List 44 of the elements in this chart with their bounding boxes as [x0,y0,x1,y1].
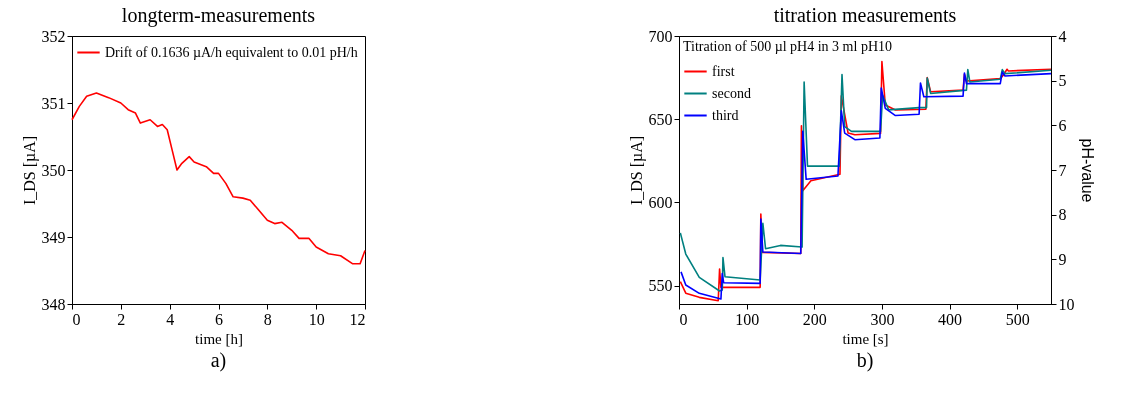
y-axis-title: I_DS [µA] [20,135,39,206]
x-axis-title: time [s] [842,330,889,347]
y-tick-label: 348 [41,295,66,313]
legend-label: first [712,63,735,79]
y2-tick-label: 4 [1058,27,1067,45]
x-axis-title: time [h] [195,330,243,347]
legend-label: Drift of 0.1636 µA/h equivalent to 0.01 pH/h [105,44,358,60]
text: a) [210,349,227,372]
y-tick-label: 650 [648,110,673,128]
x-tick-label: 0 [679,310,688,328]
x-tick-label: 6 [215,310,223,328]
x-tick-label: 400 [938,310,963,328]
y-tick-label: 352 [41,27,66,45]
legend-label: second [712,85,751,101]
y2-axis-title: pH-value [1078,138,1096,203]
x-tick-label: 0 [72,310,81,328]
y2-tick-label: 5 [1058,72,1067,90]
y-tick-label: 350 [41,161,66,179]
y2-tick-label: 8 [1058,206,1067,224]
x-tick-label: 2 [117,310,126,328]
y2-tick-label: 9 [1058,250,1067,268]
chart-title: longterm-measurements [121,4,316,27]
x-tick-label: 8 [263,310,272,328]
x-tick-label: 500 [1005,310,1030,328]
x-tick-label: 10 [308,310,325,328]
y-tick-label: 600 [648,193,673,211]
y-axis-title: I_DS [µA] [627,135,646,206]
line-series [71,92,366,265]
y2-tick-label: 6 [1058,116,1067,134]
x-tick-label: 100 [735,310,760,328]
y-tick-label: 550 [648,277,673,295]
y-tick-label: 349 [41,228,66,246]
chart-title: titration measurements [773,4,957,26]
x-tick-label: 200 [802,310,827,328]
y-tick-label: 351 [41,94,66,112]
y2-tick-label: 10 [1058,295,1075,313]
legend-label: third [712,107,739,123]
y2-tick-label: 7 [1058,161,1067,179]
y-tick-label: 700 [648,27,673,45]
legend-title: Titration of 500 µl pH4 in 3 ml pH10 [683,39,893,54]
x-tick-label: 12 [349,310,366,328]
text: b) [856,349,874,372]
x-tick-label: 300 [870,310,895,328]
x-tick-label: 4 [166,310,175,328]
